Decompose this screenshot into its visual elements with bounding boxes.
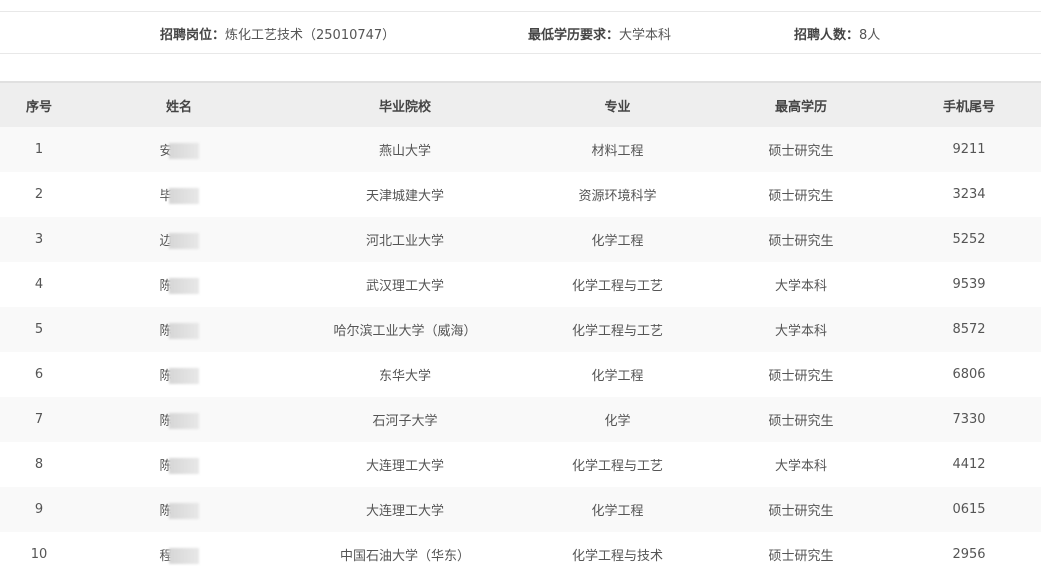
- cell-major: 化学: [604, 414, 631, 429]
- cell-phone: 0615: [952, 502, 986, 517]
- cell-no: 9: [34, 502, 44, 517]
- cell-major: 化学工程: [591, 504, 644, 519]
- cell-school: 大连理工大学: [365, 504, 444, 519]
- cell-degree: 大学本科: [774, 324, 827, 339]
- cell-name: 陈: [78, 262, 280, 307]
- cell-school: 东华大学: [378, 369, 431, 384]
- cell-no: 7: [34, 412, 44, 427]
- cell-no: 5: [34, 322, 44, 337]
- candidates-table: 序号 姓名 毕业院校 专业 最高学历 手机尾号 1 安燕山大学 材料工程 硕士研究生 9…: [0, 81, 1041, 577]
- table-row: 5 陈 哈尔滨工业大学（威海） 化学工程与工艺 大学本科 8572: [0, 307, 1041, 352]
- header-major: 专业: [604, 99, 631, 115]
- cell-phone: 9211: [952, 142, 986, 157]
- table-row: 2 毕 天津城建大学 资源环境科学 硕士研究生 3234: [0, 172, 1041, 217]
- cell-degree: 硕士研究生: [768, 549, 834, 564]
- cell-degree: 硕士研究生: [768, 504, 834, 519]
- cell-name: 安: [78, 127, 280, 172]
- redacted-name-blur: [168, 458, 199, 475]
- header-no: 序号: [25, 99, 52, 115]
- header-degree: 最高学历: [774, 99, 827, 115]
- table-row: 6 陈 东华大学 化学工程 硕士研究生 6806: [0, 352, 1041, 397]
- cell-degree: 硕士研究生: [768, 234, 834, 249]
- header-school: 毕业院校: [378, 99, 431, 115]
- cell-major: 化学工程与工艺: [571, 279, 663, 294]
- cell-degree: 硕士研究生: [768, 189, 834, 204]
- cell-phone: 6806: [952, 367, 986, 382]
- table-row: 4 陈 武汉理工大学 化学工程与工艺 大学本科 9539: [0, 262, 1041, 307]
- cell-name: 陈: [78, 307, 280, 352]
- cell-phone: 2956: [952, 547, 986, 562]
- table-row: 3 边 河北工业大学 化学工程 硕士研究生 5252: [0, 217, 1041, 262]
- redacted-name-blur: [168, 278, 199, 295]
- cell-school: 河北工业大学: [365, 234, 444, 249]
- cell-major: 化学工程与工艺: [571, 324, 663, 339]
- cell-no: 4: [34, 277, 44, 292]
- redacted-name-blur: [168, 368, 199, 385]
- table-row: 7 陈 石河子大学 化学 硕士研究生 7330: [0, 397, 1041, 442]
- cell-school: 中国石油大学（华东）: [339, 549, 470, 564]
- cell-name: 程: [78, 532, 280, 577]
- cell-degree: 硕士研究生: [768, 369, 834, 384]
- cell-no: 6: [34, 367, 44, 382]
- cell-school: 武汉理工大学: [365, 279, 444, 294]
- cell-phone: 7330: [952, 412, 986, 427]
- table-row: 8 陈 大连理工大学 化学工程与工艺 大学本科 4412: [0, 442, 1041, 487]
- header-phone: 手机尾号: [942, 99, 995, 115]
- cell-major: 化学工程与工艺: [571, 459, 663, 474]
- cell-major: 材料工程: [591, 144, 644, 159]
- cell-major: 化学工程: [591, 369, 644, 384]
- cell-name: 边: [78, 217, 280, 262]
- count-info: 招聘人数：8人: [794, 28, 881, 43]
- cell-school: 燕山大学: [378, 144, 431, 159]
- cell-phone: 5252: [952, 232, 986, 247]
- cell-degree: 硕士研究生: [768, 414, 834, 429]
- cell-name: 陈: [78, 487, 280, 532]
- cell-phone: 9539: [952, 277, 986, 292]
- education-info: 最低学历要求：大学本科: [528, 28, 672, 43]
- cell-degree: 大学本科: [774, 459, 827, 474]
- position-info: 招聘岗位：炼化工艺技术（25010747）: [160, 28, 396, 43]
- cell-major: 资源环境科学: [578, 189, 657, 204]
- redacted-name-blur: [168, 503, 199, 520]
- cell-school: 天津城建大学: [365, 189, 444, 204]
- cell-name: 陈: [78, 442, 280, 487]
- cell-major: 化学工程: [591, 234, 644, 249]
- cell-no: 10: [30, 547, 48, 562]
- cell-phone: 4412: [952, 457, 986, 472]
- redacted-name-blur: [168, 413, 199, 430]
- header-name: 姓名: [165, 99, 192, 115]
- cell-name: 陈: [78, 352, 280, 397]
- table-row: 10 程 中国石油大学（华东） 化学工程与技术 硕士研究生 2956: [0, 532, 1041, 577]
- cell-no: 2: [34, 187, 44, 202]
- redacted-name-blur: [168, 233, 199, 250]
- cell-school: 大连理工大学: [365, 459, 444, 474]
- cell-school: 哈尔滨工业大学（威海）: [333, 324, 477, 339]
- cell-degree: 大学本科: [774, 279, 827, 294]
- redacted-name-blur: [168, 323, 199, 340]
- cell-phone: 8572: [952, 322, 986, 337]
- table-row: 1 安 燕山大学 材料工程 硕士研究生 9211: [0, 127, 1041, 172]
- cell-no: 8: [34, 457, 44, 472]
- job-info-bar: 招聘岗位：炼化工艺技术（25010747） 最低学历要求：大学本科 招聘人数：8…: [0, 11, 1041, 54]
- cell-no: 1: [34, 142, 44, 157]
- redacted-name-blur: [168, 188, 199, 205]
- cell-degree: 硕士研究生: [768, 144, 834, 159]
- table-row: 9 陈 大连理工大学 化学工程 硕士研究生 0615: [0, 487, 1041, 532]
- cell-school: 石河子大学: [372, 414, 438, 429]
- cell-phone: 3234: [952, 187, 986, 202]
- cell-major: 化学工程与技术: [571, 549, 663, 564]
- table-header: 序号 姓名 毕业院校 专业 最高学历 手机尾号: [0, 82, 1041, 127]
- redacted-name-blur: [168, 548, 199, 565]
- cell-name: 毕: [78, 172, 280, 217]
- redacted-name-blur: [168, 143, 199, 160]
- cell-name: 陈: [78, 397, 280, 442]
- cell-no: 3: [34, 232, 44, 247]
